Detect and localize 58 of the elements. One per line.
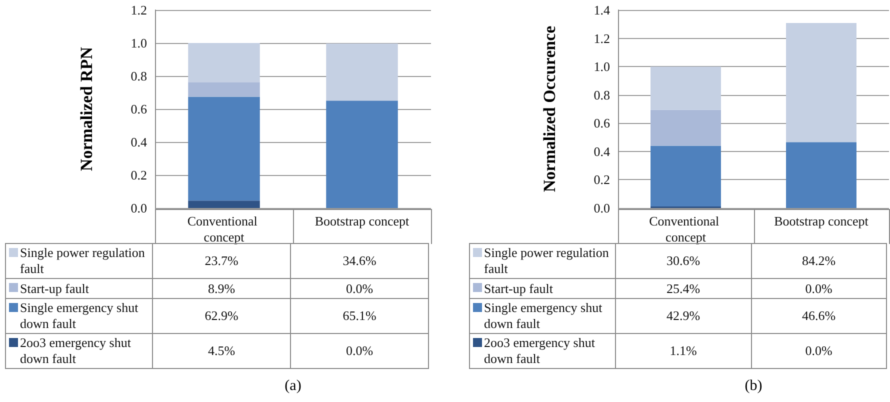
data-label: 1.1% <box>616 334 751 368</box>
legend-label: 2oo3 emergency shut down fault <box>470 334 616 368</box>
legend-label: Single power regulation fault <box>6 244 152 278</box>
bar <box>650 146 721 206</box>
legend-label: Start-up fault <box>6 278 152 298</box>
y-axis-title: Normalized Occurence <box>540 25 559 192</box>
x-tick-label: Bootstrap concept <box>314 214 410 228</box>
legend-label: 2oo3 emergency shut down fault <box>6 334 152 368</box>
data-label: 65.1% <box>290 298 428 334</box>
x-tick-label: Bootstrap concept <box>774 214 869 228</box>
data-label: 30.6% <box>616 244 751 278</box>
y-tick-label: 0.4 <box>130 134 148 150</box>
y-tick-label: 0.8 <box>130 68 147 84</box>
data-label: 0.0% <box>751 278 886 298</box>
data-label: 8.9% <box>152 278 290 298</box>
bar <box>786 23 856 142</box>
data-label: 25.4% <box>616 278 751 298</box>
bar <box>188 200 260 208</box>
data-label: 62.9% <box>152 298 290 334</box>
legend-label: Single emergency shut down fault <box>470 298 616 334</box>
bar <box>650 110 721 146</box>
y-tick-label: 1.0 <box>130 36 147 50</box>
y-tick-label: 0.2 <box>130 168 147 182</box>
x-tick-label: Conventional concept <box>649 214 722 244</box>
data-label: 0.0% <box>751 334 886 368</box>
data-label: 84.2% <box>751 244 886 278</box>
y-tick-label: 0.4 <box>594 144 610 159</box>
bar <box>188 96 260 201</box>
bar <box>188 43 260 82</box>
x-tick-label: Conventional concept <box>187 214 261 244</box>
y-tick-label: 0.8 <box>594 87 610 102</box>
data-label: 0.0% <box>290 334 428 368</box>
bar <box>786 142 856 208</box>
y-tick-label: 1.4 <box>594 2 610 18</box>
legend-label: Single emergency shut down fault <box>6 298 152 334</box>
y-tick-label: 1.0 <box>594 59 610 74</box>
data-label: 42.9% <box>616 298 751 334</box>
bar <box>326 43 398 101</box>
data-label: 23.7% <box>152 244 290 278</box>
y-tick-label: 1.2 <box>130 2 147 18</box>
data-label: 4.5% <box>152 334 290 368</box>
text: (a) <box>284 378 302 395</box>
text: (b) <box>744 378 762 395</box>
legend-label: Single power regulation fault <box>470 244 616 278</box>
bar <box>650 66 721 110</box>
data-label: 0.0% <box>290 278 428 298</box>
data-label: 46.6% <box>751 298 886 334</box>
y-tick-label: 0.6 <box>594 116 610 131</box>
bar <box>326 100 398 208</box>
y-tick-label: 0.2 <box>594 172 610 188</box>
y-tick-label: 1.2 <box>594 30 610 46</box>
y-tick-label: 0.0 <box>594 200 610 216</box>
y-axis-title: Normalized RPN <box>77 46 96 172</box>
bar <box>188 82 260 97</box>
legend-label: Start-up fault <box>470 278 616 298</box>
y-tick-label: 0.6 <box>130 102 148 116</box>
data-label: 34.6% <box>290 244 428 278</box>
y-tick-label: 0.0 <box>130 200 147 216</box>
